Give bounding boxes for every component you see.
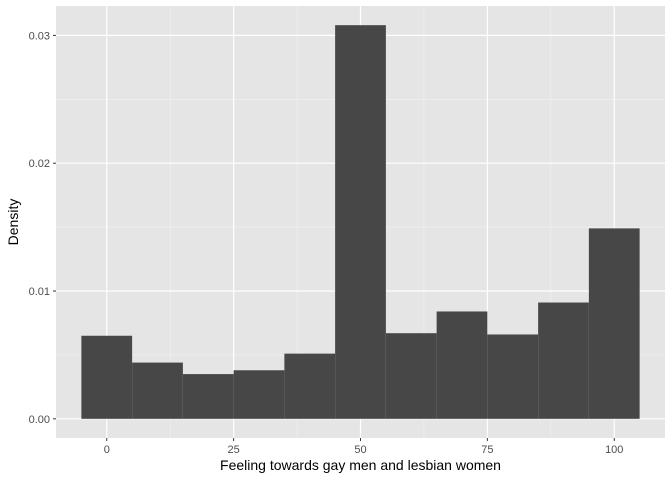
y-tick-label: 0.02 bbox=[29, 158, 50, 170]
x-tick-label: 50 bbox=[354, 444, 366, 456]
y-axis-ticks: 0.00 0.01 0.02 0.03 bbox=[29, 30, 56, 426]
histogram-bar bbox=[132, 362, 183, 419]
x-axis-ticks: 0 25 50 75 100 bbox=[104, 438, 623, 456]
y-axis-title: Density bbox=[5, 199, 21, 246]
histogram-bar bbox=[385, 333, 437, 419]
x-axis-title: Feeling towards gay men and lesbian wome… bbox=[220, 457, 501, 473]
x-tick-label: 100 bbox=[605, 444, 623, 456]
histogram-bar bbox=[588, 228, 640, 419]
histogram-bar bbox=[284, 353, 336, 419]
y-tick-label: 0.00 bbox=[29, 414, 50, 426]
histogram-bar bbox=[487, 334, 539, 419]
histogram-bar bbox=[335, 25, 386, 419]
histogram-bars bbox=[81, 25, 640, 419]
y-tick-label: 0.03 bbox=[29, 30, 50, 42]
x-tick-label: 0 bbox=[104, 444, 110, 456]
y-tick-label: 0.01 bbox=[29, 286, 50, 298]
histogram-bar bbox=[233, 370, 285, 419]
histogram-bar bbox=[182, 374, 234, 419]
x-tick-label: 75 bbox=[481, 444, 493, 456]
histogram-bar bbox=[436, 311, 488, 419]
histogram-bar bbox=[81, 335, 133, 419]
x-tick-label: 25 bbox=[228, 444, 240, 456]
histogram-bar bbox=[538, 302, 589, 419]
